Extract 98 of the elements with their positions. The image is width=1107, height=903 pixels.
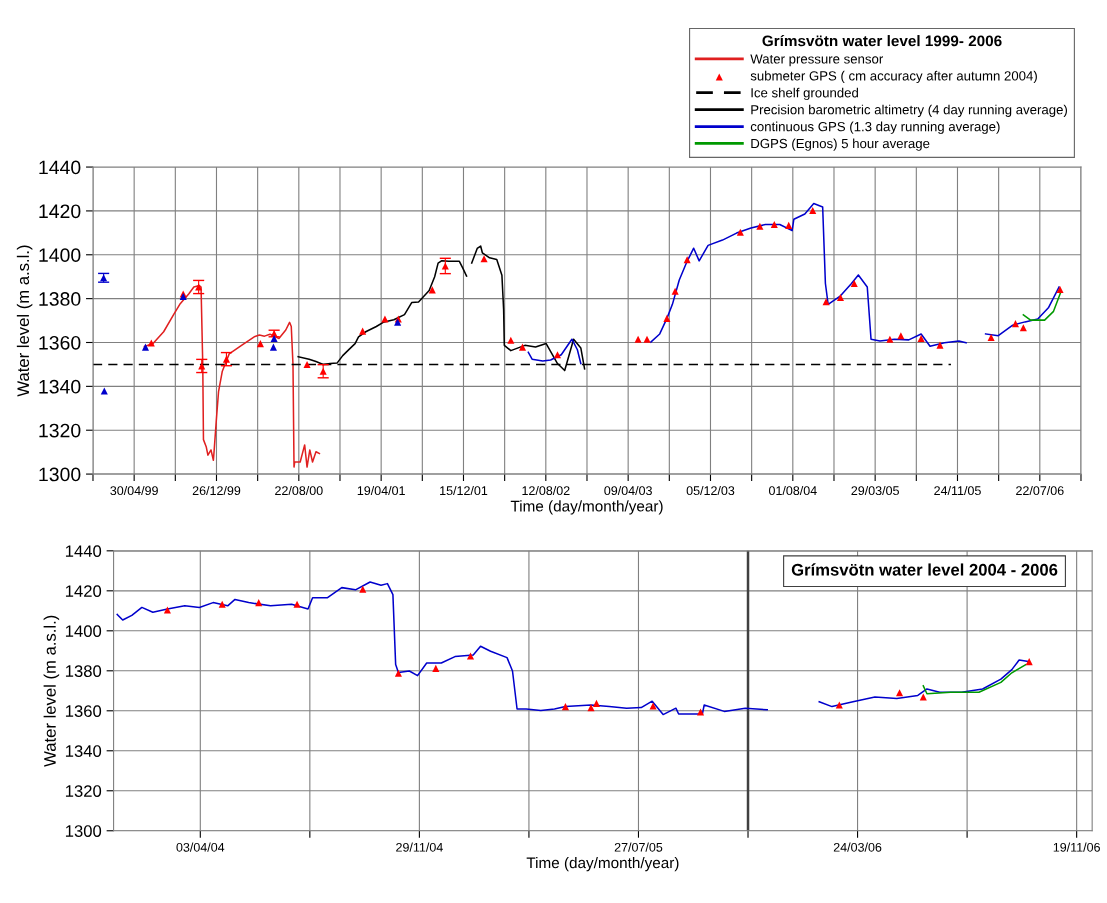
y-tick-label: 1380 bbox=[39, 292, 81, 306]
y-tick-label: 1340 bbox=[39, 379, 81, 394]
y-tick-label: 1320 bbox=[65, 785, 102, 797]
point bbox=[518, 343, 527, 351]
y-tick-label: 1300 bbox=[39, 467, 81, 482]
point bbox=[141, 343, 150, 351]
point bbox=[785, 221, 793, 229]
x-tick-label: 27/07/05 bbox=[614, 842, 663, 852]
legend-title: Grímsvötn water level 1999- 2006 bbox=[762, 34, 1002, 47]
point bbox=[649, 702, 657, 710]
y-tick-label: 1360 bbox=[39, 335, 81, 350]
point bbox=[919, 693, 927, 701]
point bbox=[770, 220, 778, 229]
point bbox=[441, 262, 449, 270]
point bbox=[835, 701, 843, 709]
point bbox=[896, 689, 904, 697]
point bbox=[218, 600, 226, 608]
x-tick-label: 22/07/06 bbox=[1016, 485, 1064, 496]
y-axis-title: Water level (m a.s.l.) bbox=[43, 615, 60, 767]
point bbox=[592, 699, 601, 707]
x-tick-label: 24/03/06 bbox=[833, 842, 882, 852]
point bbox=[561, 703, 569, 711]
x-tick-label: 30/04/99 bbox=[110, 485, 158, 496]
legend-label: submeter GPS ( cm accuracy after autumn 2004) bbox=[750, 70, 1037, 84]
legend-label: Precision barometric altimetry (4 day running average) bbox=[751, 104, 1067, 117]
point bbox=[1011, 320, 1019, 328]
point bbox=[466, 652, 475, 660]
x-tick-label: 29/03/05 bbox=[851, 485, 899, 496]
point bbox=[100, 387, 108, 395]
x-tick-label: 09/04/03 bbox=[604, 485, 652, 496]
point bbox=[587, 704, 595, 712]
x-tick-label: 24/11/05 bbox=[934, 485, 981, 496]
point bbox=[394, 669, 402, 677]
point bbox=[381, 315, 389, 323]
point bbox=[809, 206, 817, 215]
point bbox=[293, 600, 301, 608]
point bbox=[836, 294, 845, 302]
y-tick-label: 1400 bbox=[39, 248, 81, 263]
legend-label: Ice shelf grounded bbox=[751, 87, 858, 101]
x-tick-label: 05/12/03 bbox=[686, 485, 735, 496]
point bbox=[359, 327, 367, 335]
point bbox=[553, 351, 562, 359]
point bbox=[917, 335, 925, 343]
point bbox=[987, 333, 995, 341]
x-axis-title: Time (day/month/year) bbox=[510, 500, 663, 515]
x-tick-label: 19/11/06 bbox=[1053, 842, 1100, 852]
point bbox=[756, 222, 764, 230]
y-tick-label: 1440 bbox=[65, 545, 102, 558]
point bbox=[1025, 658, 1033, 666]
legend-label: DGPS (Egnos) 5 hour average bbox=[751, 138, 930, 151]
line-series bbox=[143, 284, 321, 468]
point bbox=[432, 664, 440, 672]
point bbox=[697, 708, 705, 716]
x-axis-title: Time (day/month/year) bbox=[526, 857, 679, 872]
x-tick-label: 19/04/01 bbox=[357, 485, 405, 496]
point bbox=[303, 360, 311, 368]
point bbox=[822, 298, 830, 306]
y-tick-label: 1360 bbox=[65, 705, 102, 717]
point bbox=[256, 340, 264, 348]
point bbox=[634, 335, 642, 343]
x-tick-label: 12/08/02 bbox=[522, 485, 570, 496]
point bbox=[198, 362, 206, 370]
text: Grímsvötn water level 2004 - 2006 bbox=[791, 563, 1058, 576]
point bbox=[886, 335, 894, 343]
y-tick-label: 1340 bbox=[65, 745, 102, 757]
point bbox=[736, 228, 744, 236]
point bbox=[222, 355, 230, 363]
point bbox=[850, 279, 858, 288]
legend-label: continuous GPS (1.3 day running average) bbox=[750, 121, 1000, 134]
point bbox=[195, 283, 203, 291]
point bbox=[897, 332, 905, 340]
legend-label: Water pressure sensor bbox=[750, 54, 884, 67]
point bbox=[663, 314, 671, 322]
x-tick-label: 01/08/04 bbox=[768, 485, 817, 496]
point bbox=[480, 255, 488, 263]
point bbox=[671, 287, 679, 295]
y-axis-title: Water level (m a.s.l.) bbox=[16, 245, 33, 397]
point bbox=[507, 336, 515, 344]
point bbox=[269, 343, 277, 351]
point bbox=[936, 341, 944, 349]
x-tick-label: 03/04/04 bbox=[176, 842, 225, 852]
y-tick-label: 1320 bbox=[39, 423, 81, 438]
y-tick-label: 1440 bbox=[39, 160, 81, 175]
x-tick-label: 15/12/01 bbox=[440, 485, 488, 496]
y-tick-label: 1420 bbox=[65, 585, 102, 598]
point bbox=[1056, 285, 1064, 293]
x-tick-label: 29/11/04 bbox=[396, 842, 443, 852]
y-tick-label: 1420 bbox=[39, 204, 81, 219]
point bbox=[319, 367, 327, 375]
y-tick-label: 1380 bbox=[65, 665, 102, 677]
y-tick-label: 1300 bbox=[65, 825, 102, 837]
y-tick-label: 1400 bbox=[65, 625, 102, 638]
point bbox=[270, 335, 278, 343]
x-tick-label: 22/08/00 bbox=[275, 485, 323, 496]
x-tick-label: 26/12/99 bbox=[192, 485, 241, 496]
point bbox=[163, 606, 171, 614]
point bbox=[643, 335, 651, 343]
point bbox=[359, 585, 367, 593]
